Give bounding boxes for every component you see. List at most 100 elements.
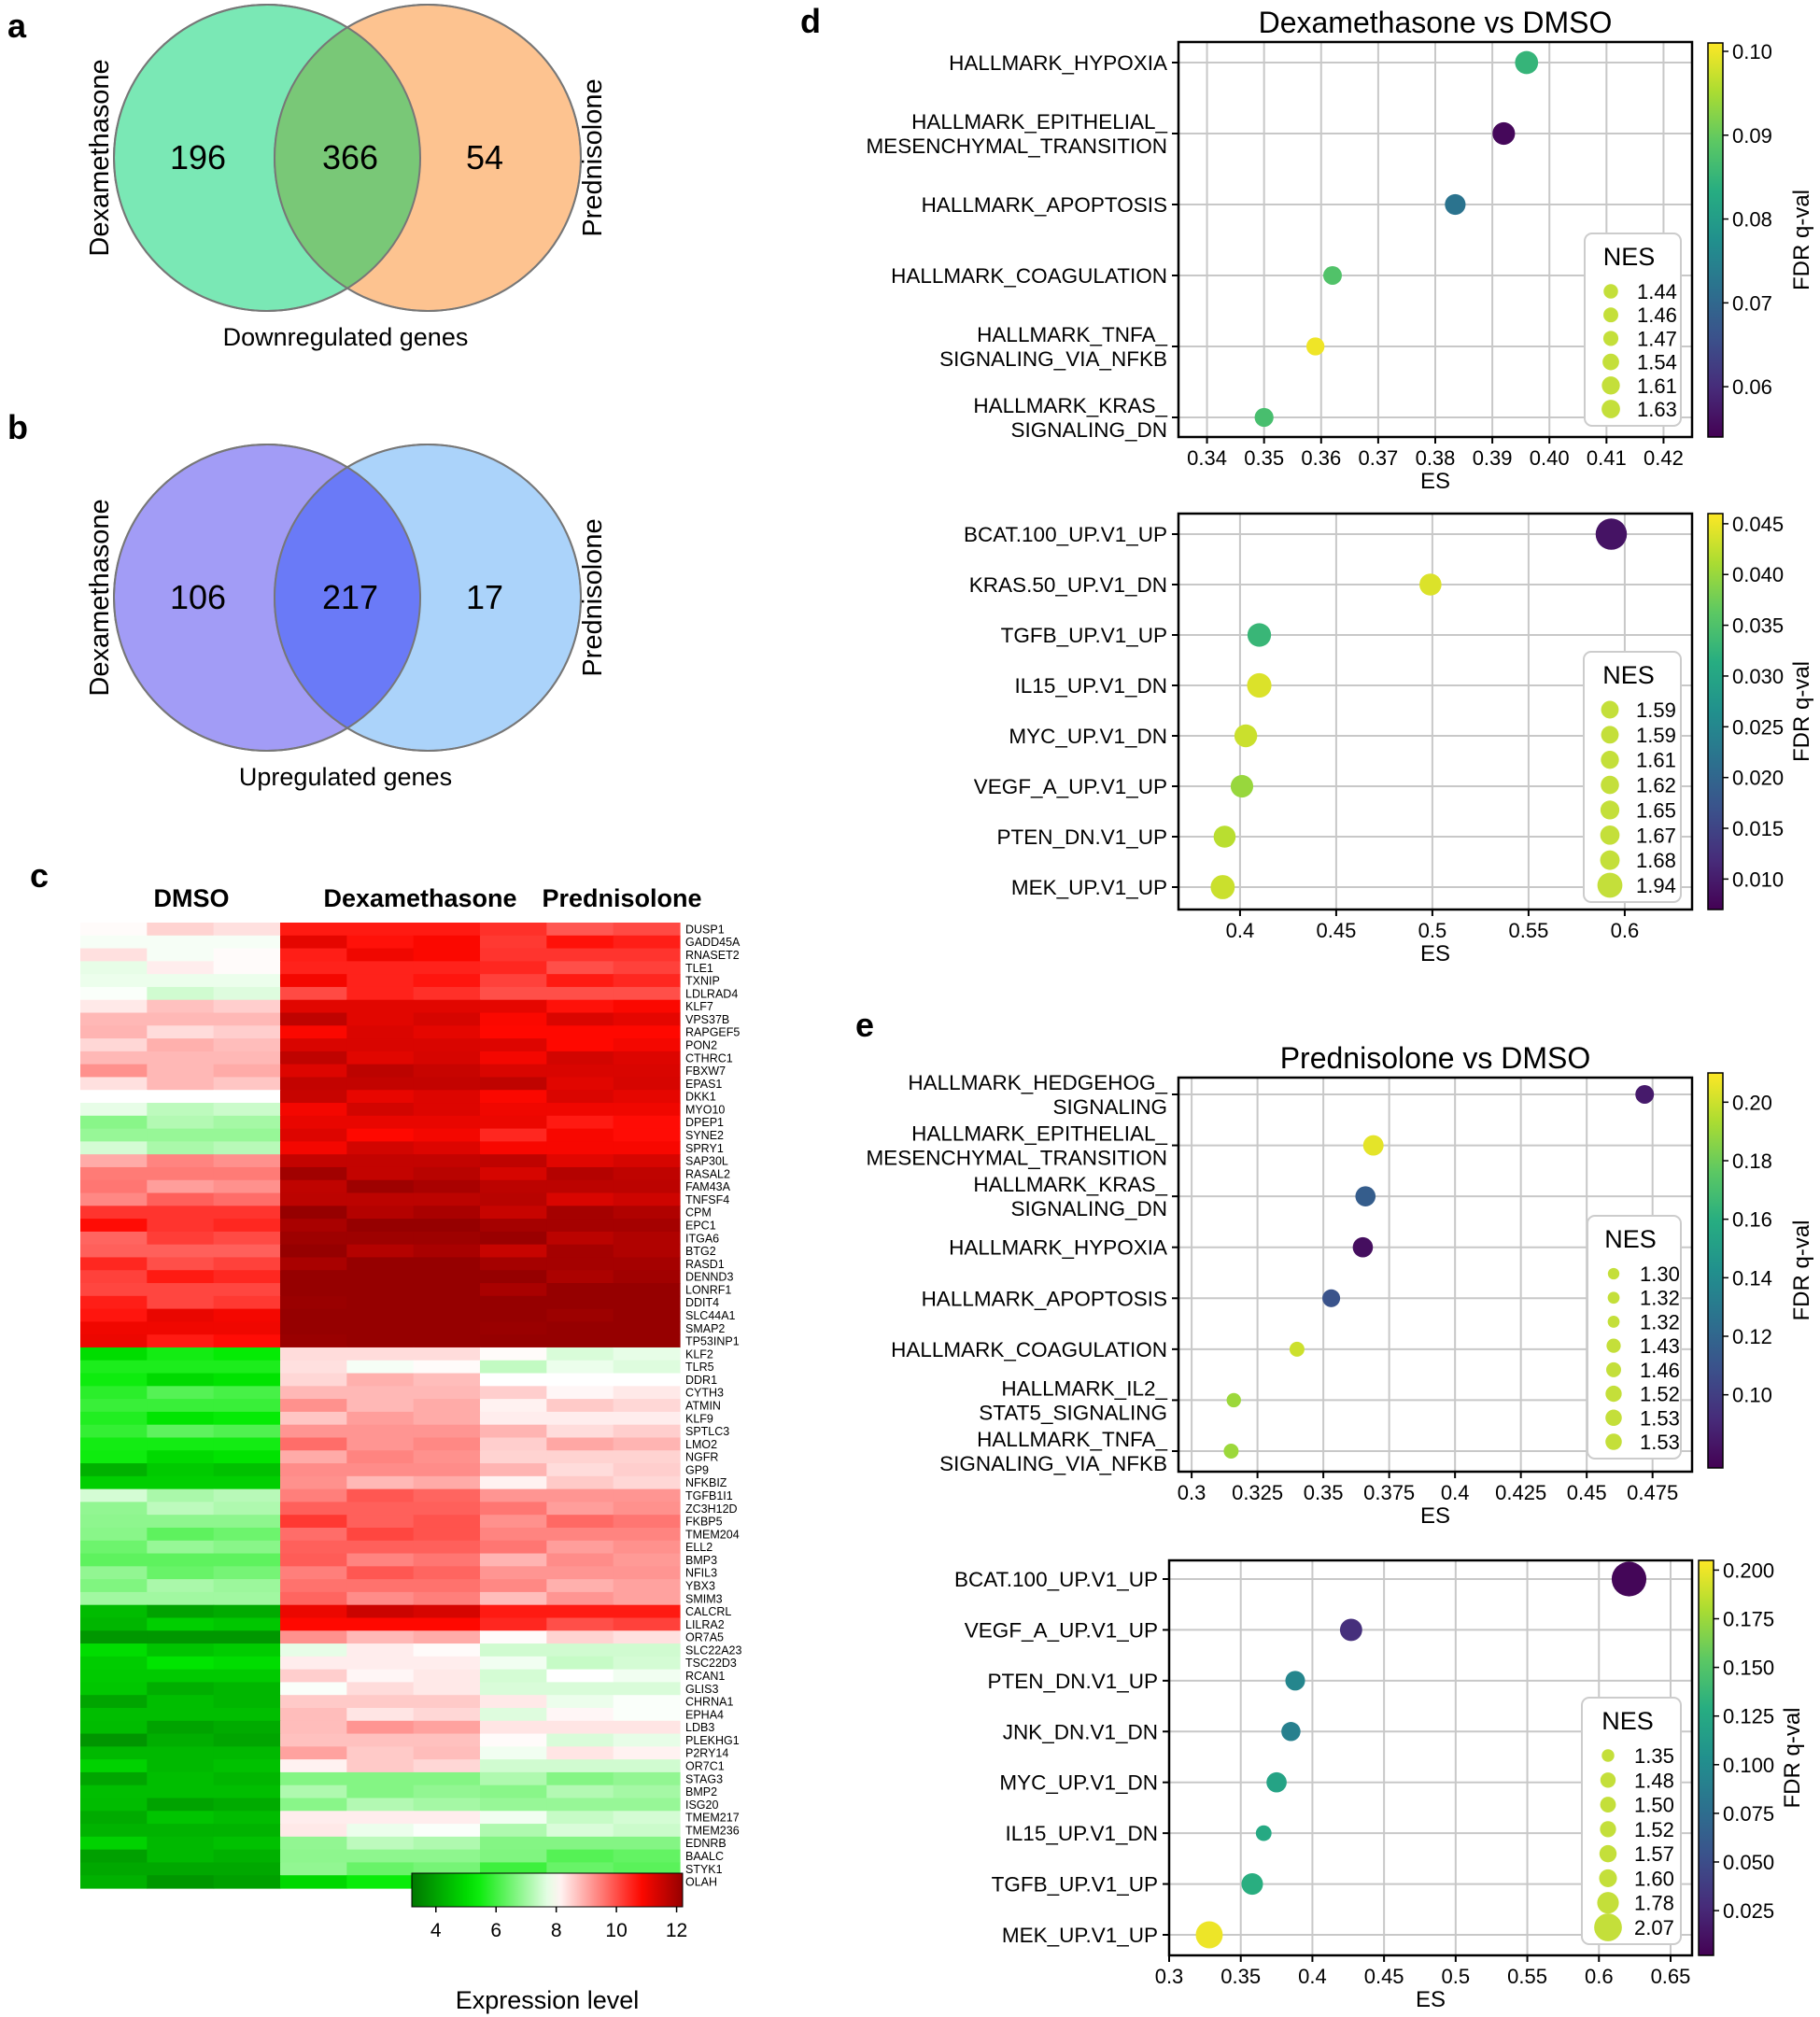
- heatmap-cell: [480, 1321, 547, 1335]
- heatmap-cell: [413, 1321, 481, 1335]
- heatmap-cell: [147, 1515, 215, 1529]
- y-category-label: JNK_DN.V1_DN: [1003, 1720, 1158, 1743]
- heatmap-cell: [413, 1682, 481, 1696]
- heatmap-cell: [346, 1811, 415, 1825]
- heatmap-cell: [613, 1695, 681, 1709]
- heatmap-cell: [480, 1386, 547, 1400]
- heatmap-cell: [413, 1502, 481, 1516]
- heatmap-cell: [613, 1012, 681, 1026]
- heatmap-cell: [546, 1373, 614, 1387]
- y-category-label: BCAT.100_UP.V1_UP: [954, 1568, 1158, 1591]
- heatmap-cell: [346, 935, 415, 950]
- heatmap-cell: [213, 1656, 281, 1671]
- heatmap-cell: [613, 1257, 681, 1271]
- heatmap-cell: [346, 1295, 415, 1310]
- heatmap-cell: [80, 1321, 148, 1335]
- heatmap-cell: [213, 1579, 281, 1593]
- heatmap-cell: [480, 1334, 547, 1348]
- x-tick-label: 0.3: [1155, 1965, 1184, 1988]
- plot-frame: [1177, 512, 1694, 911]
- heatmap-cell: [613, 1746, 681, 1760]
- heatmap-cell: [413, 1038, 481, 1052]
- heatmap-cell: [480, 986, 547, 1001]
- heatmap-cell: [280, 1849, 347, 1864]
- heatmap-cell: [346, 1566, 415, 1580]
- data-point: [1611, 1561, 1647, 1597]
- heatmap-cell: [613, 1771, 681, 1786]
- legend-entry: 1.57: [1634, 1842, 1674, 1866]
- heatmap-cell: [346, 1617, 415, 1631]
- heatmap-cell: [546, 1849, 614, 1864]
- heatmap-cell: [280, 1784, 347, 1799]
- heatmap-cell: [80, 1270, 148, 1284]
- heatmap-cell: [280, 961, 347, 975]
- heatmap-cell: [480, 1192, 547, 1206]
- heatmap-cell: [213, 1746, 281, 1760]
- heatmap-cell: [346, 1771, 415, 1786]
- y-category-label: VEGF_A_UP.V1_UP: [965, 1618, 1158, 1642]
- heatmap-cell: [213, 1051, 281, 1065]
- heatmap-cell: [147, 974, 215, 988]
- heatmap-cell: [480, 1012, 547, 1026]
- heatmap-cell: [280, 1437, 347, 1451]
- gene-label: TP53INP1: [685, 1335, 740, 1348]
- heatmap-cell: [346, 1244, 415, 1259]
- heatmap-cell: [546, 1771, 614, 1786]
- heatmap-cell: [413, 923, 481, 937]
- legend-marker: [1600, 800, 1620, 820]
- heatmap-cell: [280, 1669, 347, 1684]
- colorbar-tick-label: 0.020: [1732, 767, 1784, 790]
- gene-label: DDR1: [685, 1374, 717, 1387]
- heatmap-cell: [480, 1630, 547, 1644]
- heatmap-cell: [147, 1811, 215, 1825]
- venn-overlap-count: 366: [322, 138, 378, 176]
- legend-marker: [1601, 726, 1619, 744]
- heatmap-cell: [213, 1373, 281, 1387]
- heatmap-cell: [613, 974, 681, 988]
- heatmap-cell: [480, 1115, 547, 1130]
- heatmap-cell: [280, 1192, 347, 1206]
- venn-outline-right: [274, 444, 582, 752]
- legend-marker: [1603, 284, 1618, 299]
- legend-entry: 1.59: [1636, 724, 1676, 747]
- legend-entry: 1.48: [1634, 1769, 1674, 1792]
- x-tick-label: 0.4: [1298, 1965, 1327, 1988]
- heatmap-cell: [546, 1656, 614, 1671]
- heatmap-cell: [147, 1707, 215, 1722]
- heatmap-cell: [80, 1051, 148, 1065]
- heatmap-cell: [613, 1502, 681, 1516]
- x-tick-label: 0.4: [1226, 919, 1255, 942]
- gene-label: TSC22D3: [685, 1657, 737, 1670]
- heatmap-cell: [213, 1025, 281, 1039]
- heatmap-cell: [546, 1206, 614, 1220]
- heatmap-cell: [413, 1179, 481, 1194]
- heatmap-cell: [546, 1166, 614, 1181]
- y-category-label: HALLMARK_EPITHELIAL_: [911, 110, 1167, 134]
- heatmap-cell: [613, 1515, 681, 1529]
- heatmap-cell: [413, 1103, 481, 1117]
- colorbar-tick-label: 0.10: [1732, 40, 1772, 63]
- heatmap-cell: [480, 1784, 547, 1799]
- heatmap-cell: [413, 1128, 481, 1142]
- heatmap-cell: [613, 1192, 681, 1206]
- heatmap-cell: [280, 1682, 347, 1696]
- gene-label: BMP2: [685, 1785, 717, 1798]
- heatmap-cell: [280, 1720, 347, 1735]
- heatmap-cell: [480, 1450, 547, 1464]
- fdr-colorbar: [1707, 513, 1724, 910]
- heatmap-cell: [346, 974, 415, 988]
- x-tick-label: 0.425: [1495, 1481, 1546, 1504]
- heatmap-cell: [147, 1643, 215, 1657]
- heatmap-cell: [480, 1283, 547, 1297]
- gene-label: RASD1: [685, 1258, 725, 1271]
- heatmap-cell: [80, 1206, 148, 1220]
- heatmap-cell: [413, 1824, 481, 1838]
- heatmap-cell: [480, 1051, 547, 1065]
- heatmap-cell: [413, 1115, 481, 1130]
- heatmap-cell: [147, 1836, 215, 1851]
- x-tick-label: 0.55: [1507, 1965, 1547, 1988]
- colorbar-tick-label: 6: [490, 1920, 501, 1941]
- heatmap-cell: [213, 923, 281, 937]
- heatmap-cell: [80, 1411, 148, 1426]
- x-tick-label: 0.5: [1418, 919, 1447, 942]
